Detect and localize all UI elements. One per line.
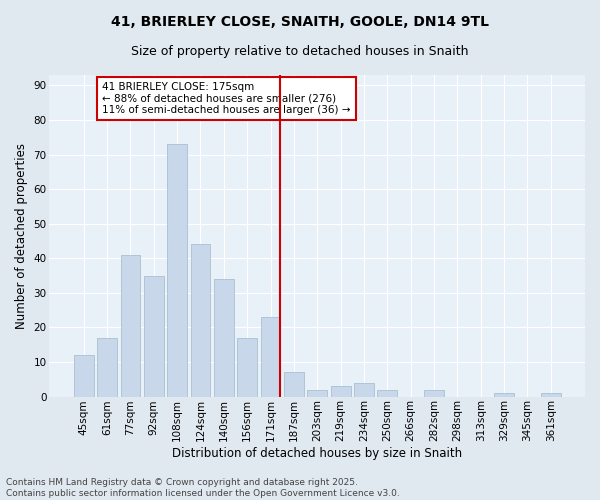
- Bar: [144, 276, 164, 396]
- Bar: [74, 355, 94, 397]
- Bar: [191, 244, 211, 396]
- Bar: [214, 279, 234, 396]
- Text: 41 BRIERLEY CLOSE: 175sqm
← 88% of detached houses are smaller (276)
11% of semi: 41 BRIERLEY CLOSE: 175sqm ← 88% of detac…: [103, 82, 351, 115]
- Bar: [284, 372, 304, 396]
- Bar: [354, 382, 374, 396]
- Bar: [331, 386, 350, 396]
- Bar: [167, 144, 187, 397]
- Bar: [260, 317, 280, 396]
- Text: Size of property relative to detached houses in Snaith: Size of property relative to detached ho…: [131, 45, 469, 58]
- Bar: [97, 338, 117, 396]
- Bar: [307, 390, 327, 396]
- Y-axis label: Number of detached properties: Number of detached properties: [15, 143, 28, 329]
- Text: Contains HM Land Registry data © Crown copyright and database right 2025.
Contai: Contains HM Land Registry data © Crown c…: [6, 478, 400, 498]
- Bar: [494, 393, 514, 396]
- Bar: [424, 390, 444, 396]
- Bar: [237, 338, 257, 396]
- X-axis label: Distribution of detached houses by size in Snaith: Distribution of detached houses by size …: [172, 447, 462, 460]
- Bar: [377, 390, 397, 396]
- Bar: [541, 393, 560, 396]
- Bar: [121, 255, 140, 396]
- Text: 41, BRIERLEY CLOSE, SNAITH, GOOLE, DN14 9TL: 41, BRIERLEY CLOSE, SNAITH, GOOLE, DN14 …: [111, 15, 489, 29]
